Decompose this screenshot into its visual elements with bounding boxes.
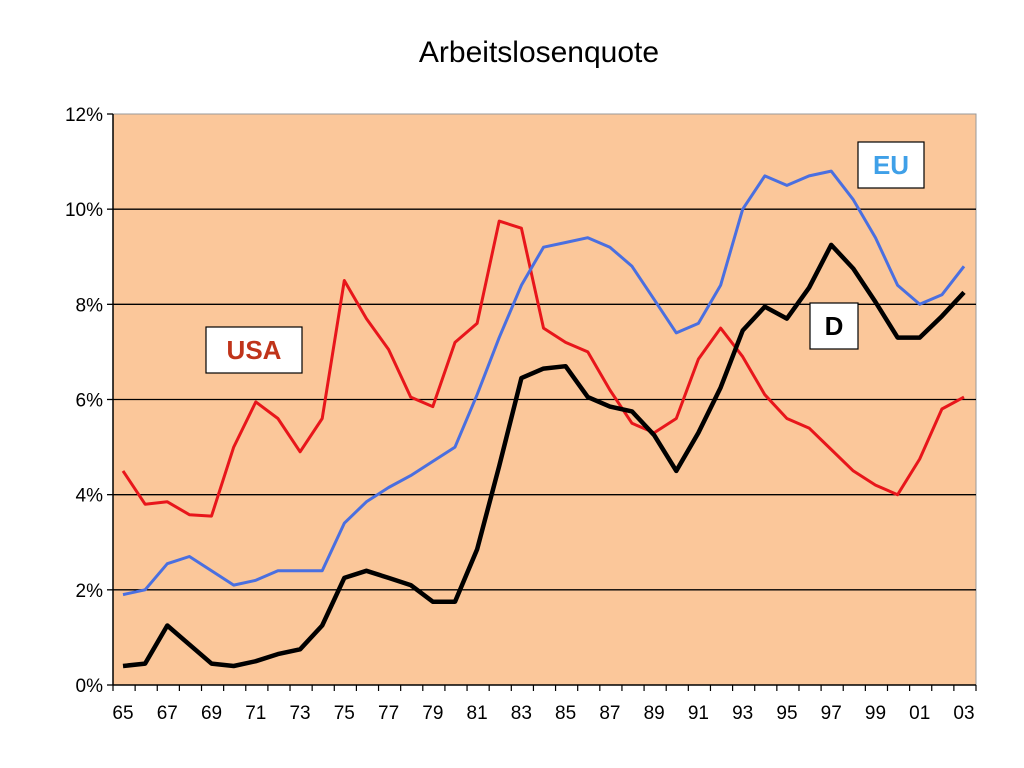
svg-text:EU: EU [873, 150, 909, 180]
x-tick-label: 79 [422, 703, 443, 724]
y-tick-label: 12% [65, 105, 103, 126]
x-tick-label: 89 [644, 703, 665, 724]
legend-label-eu: EU [857, 141, 925, 189]
y-tick-label: 6% [76, 391, 104, 412]
y-tick-label: 10% [65, 200, 103, 221]
series-line-eu [122, 169, 966, 597]
legend-label-usa: USA [205, 326, 303, 374]
x-tick-label: 73 [289, 703, 310, 724]
x-tick-label: 03 [953, 703, 974, 724]
x-tick-label: 75 [334, 703, 355, 724]
series-line-d [122, 242, 966, 669]
svg-text:USA: USA [227, 335, 282, 365]
x-tick-label: 99 [865, 703, 886, 724]
x-tick-label: 67 [157, 703, 178, 724]
chart-title: Arbeitslosenquote [418, 36, 660, 69]
series-line-usa [121, 219, 965, 518]
y-tick-label: 4% [76, 486, 104, 507]
x-tick-label: 81 [467, 703, 488, 724]
x-tick-label: 01 [909, 703, 930, 724]
x-tick-label: 71 [245, 703, 266, 724]
x-tick-label: 87 [599, 703, 620, 724]
x-tick-label: 97 [821, 703, 842, 724]
y-tick-label: 2% [76, 581, 104, 602]
legend-label-d: D [809, 302, 859, 350]
x-tick-label: 91 [688, 703, 709, 724]
x-tick-label: 85 [555, 703, 576, 724]
x-tick-label: 93 [732, 703, 753, 724]
x-tick-label: 69 [201, 703, 222, 724]
x-tick-label: 65 [112, 703, 133, 724]
y-tick-label: 8% [76, 295, 104, 316]
x-tick-label: 83 [511, 703, 532, 724]
x-tick-label: 95 [776, 703, 797, 724]
y-tick-label: 0% [76, 676, 104, 697]
svg-text:D: D [825, 311, 844, 341]
x-tick-label: 77 [378, 703, 399, 724]
